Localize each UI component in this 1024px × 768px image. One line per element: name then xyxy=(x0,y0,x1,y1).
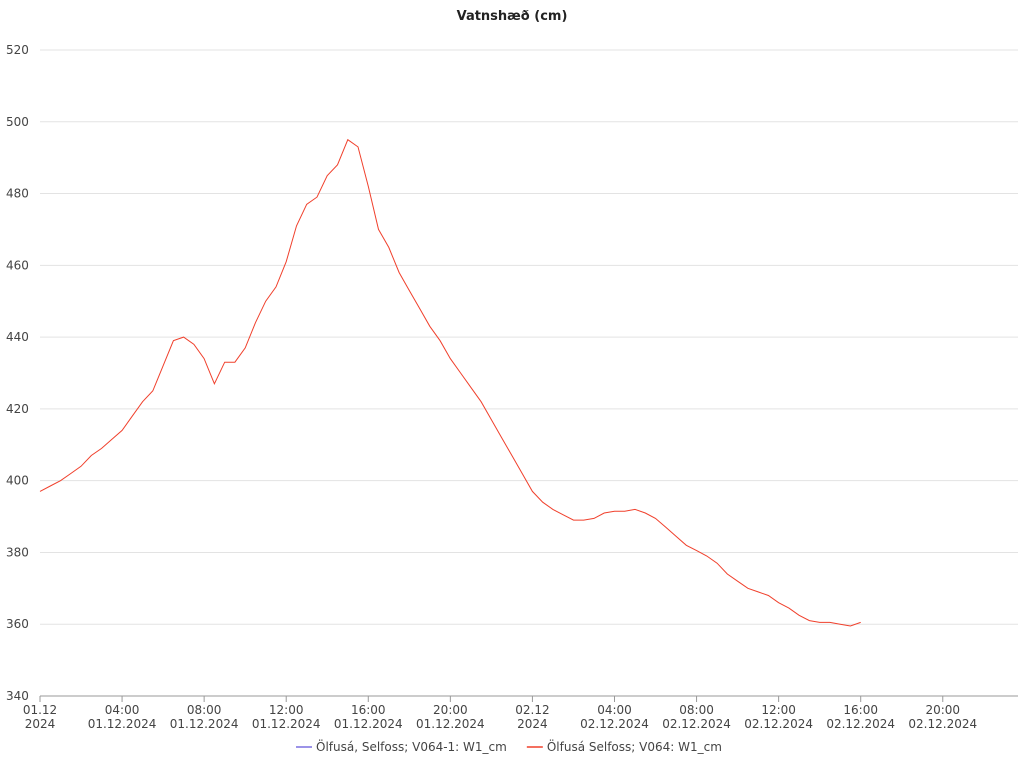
y-tick-label: 480 xyxy=(6,187,29,201)
y-tick-label: 440 xyxy=(6,330,29,344)
x-tick-label: 08:00 02.12.2024 xyxy=(662,703,731,731)
x-tick-label: 04:00 02.12.2024 xyxy=(580,703,649,731)
x-tick-label: 02.12 2024 xyxy=(515,703,549,731)
y-tick-label: 400 xyxy=(6,474,29,488)
chart-title: Vatnshæð (cm) xyxy=(457,9,568,24)
legend-label: Ölfusá, Selfoss; V064-1: W1_cm xyxy=(316,738,507,754)
legend-item: Ölfusá Selfoss; V064: W1_cm xyxy=(526,738,722,754)
x-tick-label: 01.12 2024 xyxy=(23,703,57,731)
y-tick-label: 340 xyxy=(6,689,29,703)
series-line xyxy=(39,138,861,627)
y-tick-label: 460 xyxy=(6,258,29,272)
x-tick-label: 04:00 01.12.2024 xyxy=(88,703,157,731)
y-tick-label: 360 xyxy=(6,617,29,631)
x-tick-label: 12:00 01.12.2024 xyxy=(252,703,321,731)
y-tick-label: 420 xyxy=(6,402,29,416)
legend-label: Ölfusá Selfoss; V064: W1_cm xyxy=(547,738,722,754)
x-tick-label: 16:00 02.12.2024 xyxy=(826,703,895,731)
x-tick-label: 20:00 01.12.2024 xyxy=(416,703,485,731)
y-tick-label: 500 xyxy=(6,115,29,129)
x-tick-label: 16:00 01.12.2024 xyxy=(334,703,403,731)
x-tick-label: 20:00 02.12.2024 xyxy=(908,703,977,731)
y-tick-label: 380 xyxy=(6,545,29,559)
legend-item: Ölfusá, Selfoss; V064-1: W1_cm xyxy=(296,738,507,754)
x-tick-label: 12:00 02.12.2024 xyxy=(744,703,813,731)
x-tick-label: 08:00 01.12.2024 xyxy=(170,703,239,731)
y-tick-label: 520 xyxy=(6,43,29,57)
